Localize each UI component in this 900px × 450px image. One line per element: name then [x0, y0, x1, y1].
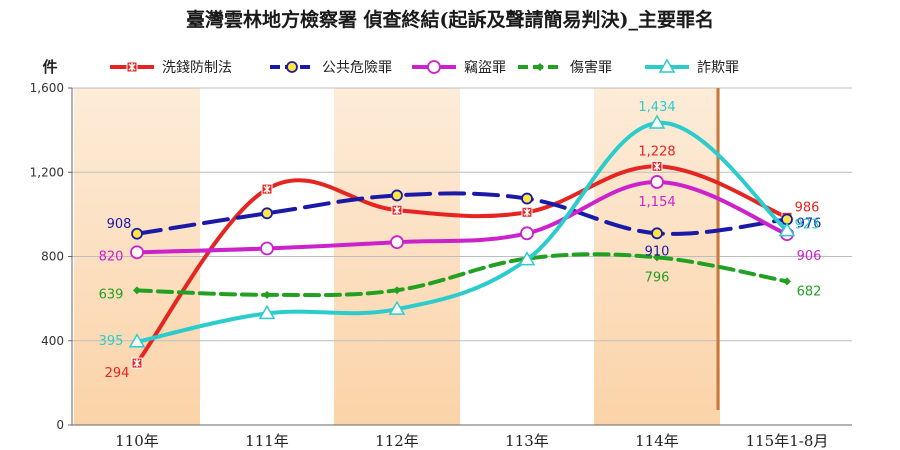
y-tick-label: 0: [56, 418, 64, 432]
legend-marker: [286, 61, 298, 73]
data-label: 294: [105, 366, 130, 381]
legend-item: 洗錢防制法: [110, 59, 232, 76]
x-tick-label: 110年: [115, 432, 159, 450]
x-tick-label: 115年1-8月: [746, 432, 829, 450]
y-tick-label: 1,200: [30, 165, 64, 179]
data-point: [393, 286, 401, 295]
series-詐欺罪: [128, 114, 796, 348]
data-label: 682: [797, 284, 822, 299]
data-point: [778, 222, 796, 237]
data-label: 1,434: [638, 100, 675, 115]
series-line: [135, 252, 789, 298]
x-tick-label: 112年: [375, 432, 419, 450]
y-tick-labels: 0 400 800 1,200 1,600: [30, 81, 64, 432]
y-tick-label: 800: [41, 250, 64, 264]
data-point: [131, 227, 143, 240]
data-label: 639: [99, 287, 124, 302]
data-label: 908: [107, 217, 132, 232]
data-labels: 294 1,228 986 908 910 976 820 1,154 906 639 796 682…: [99, 100, 822, 381]
data-label: 906: [797, 249, 822, 264]
y-tick-label: 400: [41, 334, 64, 348]
data-label: 1,154: [638, 195, 675, 210]
series-line: [135, 120, 789, 344]
legend-label: 竊盜罪: [464, 60, 506, 76]
legend-label: 詐欺罪: [697, 60, 739, 76]
x-tick-label: 111年: [245, 432, 289, 450]
series-洗錢防制法: [131, 160, 793, 369]
series-line: [135, 164, 789, 366]
data-point: [133, 286, 141, 295]
data-point: [783, 277, 791, 286]
x-tick-labels: 110年 111年 112年 113年 114年 115年1-8月: [115, 432, 828, 450]
gridlines: [68, 87, 852, 426]
data-label: 395: [99, 334, 124, 349]
y-axis-unit: 件: [42, 58, 57, 76]
data-label: 910: [645, 244, 670, 259]
data-point: [390, 235, 404, 250]
chart-title: 臺灣雲林地方檢察署 偵查終結(起訴及聲請簡易判決)_主要罪名: [186, 8, 714, 31]
series-lines: [128, 114, 796, 369]
data-point: [650, 175, 664, 189]
data-label: 1,228: [638, 144, 675, 159]
data-label: 986: [795, 200, 820, 215]
x-tick-label: 114年: [635, 432, 679, 450]
series-line: [135, 179, 789, 255]
legend: 洗錢防制法 公共危險罪 竊盜罪 傷害罪 詐欺罪: [110, 58, 739, 76]
legend-item: 公共危險罪: [270, 60, 392, 76]
legend-marker: [536, 63, 544, 71]
data-point: [128, 333, 146, 348]
data-point: [520, 226, 534, 241]
series-公共危險罪: [131, 189, 793, 240]
data-point: [263, 290, 271, 299]
data-point: [391, 189, 403, 202]
series-line: [135, 191, 789, 236]
legend-item: 詐欺罪: [645, 58, 739, 76]
x-tick-label: 113年: [505, 432, 549, 450]
y-tick-label: 1,600: [30, 81, 64, 95]
data-label: 976: [797, 216, 822, 231]
legend-marker: [658, 58, 676, 73]
data-point: [388, 300, 406, 315]
data-point: [648, 114, 666, 129]
data-point: [261, 207, 273, 220]
data-label: 820: [99, 249, 124, 264]
data-point: [521, 192, 533, 205]
legend-label: 公共危險罪: [322, 60, 392, 76]
data-point: [258, 304, 276, 320]
data-point: [518, 251, 536, 266]
legend-label: 傷害罪: [570, 60, 612, 76]
data-point: [651, 227, 663, 240]
legend-item: 竊盜罪: [412, 60, 506, 76]
data-point: [260, 241, 274, 256]
data-label: 796: [645, 270, 670, 285]
legend-label: 洗錢防制法: [162, 59, 232, 76]
legend-item: 傷害罪: [518, 60, 612, 76]
data-point: [653, 253, 661, 262]
legend-marker: [427, 60, 441, 74]
data-point: [130, 245, 144, 260]
data-label: 923: [795, 218, 820, 233]
